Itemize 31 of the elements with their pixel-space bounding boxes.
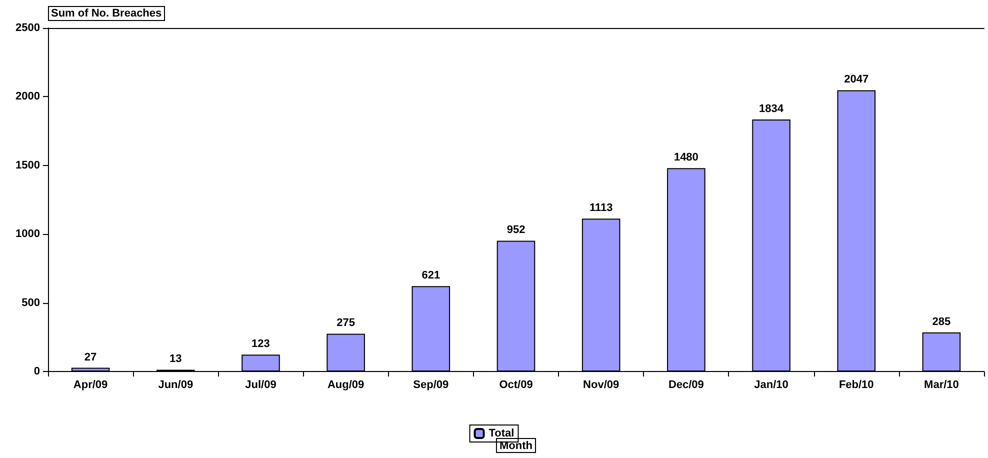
x-tick-label: Jul/09	[245, 379, 276, 391]
data-label: 123	[252, 338, 270, 350]
y-tick-label: 2000	[16, 90, 40, 103]
x-tick-label: Mar/10	[924, 379, 959, 391]
x-axis-title: Month	[500, 440, 533, 452]
x-tick-label: Nov/09	[583, 379, 620, 391]
y-tick-label: 1500	[16, 159, 40, 172]
x-tick-label: Jun/09	[158, 379, 194, 391]
legend-label: Total	[488, 428, 514, 440]
data-label: 27	[84, 351, 97, 364]
y-tick-label: 0	[34, 366, 40, 378]
data-label: 1113	[589, 202, 613, 214]
x-tick-label: Dec/09	[668, 379, 704, 391]
y-tick-label: 1000	[16, 228, 40, 240]
y-tick-label: 500	[22, 296, 40, 309]
x-tick-label: Apr/09	[73, 379, 108, 391]
y-tick-label: 2500	[16, 22, 40, 34]
data-label: 1834	[759, 103, 784, 116]
x-tick-label: Sep/09	[413, 379, 449, 391]
data-label: 952	[506, 224, 526, 236]
x-tick-label: Oct/09	[499, 379, 533, 391]
x-tick-label: Feb/10	[838, 379, 874, 391]
data-label: 285	[932, 316, 951, 328]
x-tick-label: Aug/09	[327, 379, 364, 391]
data-label: 13	[170, 353, 182, 366]
data-label: 1480	[674, 152, 698, 164]
data-label: 2047	[844, 74, 869, 86]
data-label: 621	[422, 270, 440, 282]
data-label: 275	[336, 317, 355, 330]
x-tick-label: Jan/10	[754, 379, 788, 391]
chart-title: Sum of No. Breaches	[51, 8, 162, 20]
